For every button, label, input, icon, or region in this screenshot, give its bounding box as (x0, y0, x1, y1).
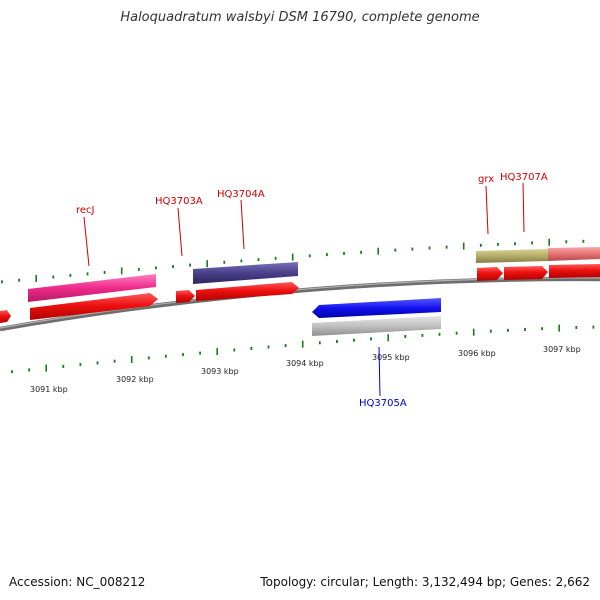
recJ-leader (83, 216, 90, 267)
HQ3707A-leader (522, 182, 525, 233)
gene-label-HQ3704A[interactable]: HQ3704A (217, 189, 265, 200)
scale-label-3095: 3095 kbp (372, 353, 410, 362)
gene-label-HQ3703A[interactable]: HQ3703A (155, 196, 203, 207)
HQ3704A-cds-arrow[interactable] (196, 282, 299, 301)
feature-track (0, 247, 600, 336)
scale-label-3094: 3094 kbp (286, 359, 324, 368)
label-leaders (83, 182, 525, 397)
scale-label-3092: 3092 kbp (116, 375, 154, 384)
recJ-cds-arrow[interactable] (30, 293, 158, 320)
scale-labels: 3091 kbp 3092 kbp 3093 kbp 3094 kbp 3095… (30, 345, 581, 394)
scale-label-3097: 3097 kbp (543, 345, 581, 354)
HQ3705A-gene-bar[interactable] (312, 316, 441, 336)
HQ3703A-cds-arrow[interactable] (176, 290, 195, 303)
upper-tick-row (1, 238, 585, 284)
scale-label-3096: 3096 kbp (458, 349, 496, 358)
cds-arrow-right-edge[interactable] (549, 264, 600, 278)
gene-label-recJ[interactable]: recJ (76, 205, 95, 216)
scale-label-3093: 3093 kbp (201, 367, 239, 376)
gene-label-HQ3705A[interactable]: HQ3705A (359, 398, 407, 409)
HQ3705A-leader (378, 346, 381, 397)
recJ-gene-bar[interactable] (28, 274, 156, 302)
HQ3707A-gene-bar[interactable] (548, 247, 600, 261)
scale-label-3091: 3091 kbp (30, 385, 68, 394)
gene-label-grx[interactable]: grx (478, 174, 494, 185)
HQ3704A-leader (240, 199, 245, 250)
grx-cds-arrow[interactable] (477, 267, 503, 281)
cds-arrow-left-edge[interactable] (0, 310, 11, 323)
HQ3707A-cds-arrow[interactable] (504, 266, 548, 280)
grx-leader (485, 185, 489, 235)
HQ3705A-cds-arrow[interactable] (312, 298, 441, 318)
gene-labels: recJ HQ3703A HQ3704A grx HQ3707A HQ3705A (76, 172, 548, 409)
accession-label: Accession: NC_008212 (9, 575, 146, 589)
lower-tick-row (11, 324, 595, 374)
HQ3704A-gene-bar[interactable] (193, 262, 298, 284)
genome-title: Haloquadratum walsbyi DSM 16790, complet… (120, 10, 480, 25)
HQ3703A-leader (177, 207, 183, 257)
genome-stats-label: Topology: circular; Length: 3,132,494 bp… (260, 575, 590, 589)
grx-gene-bar[interactable] (476, 249, 548, 263)
gene-label-HQ3707A[interactable]: HQ3707A (500, 172, 548, 183)
